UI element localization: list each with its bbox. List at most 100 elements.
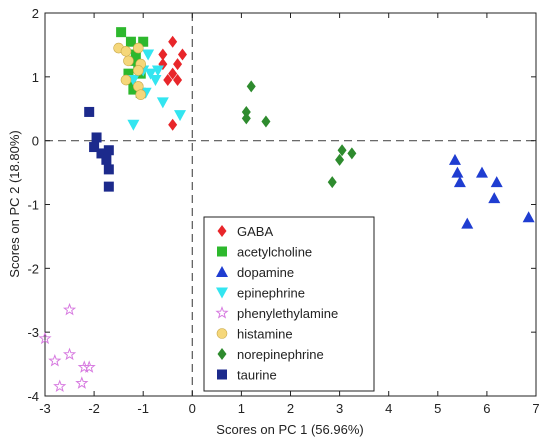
- point-dopamine: [451, 166, 464, 178]
- point-phenylethylamine: [62, 347, 77, 361]
- point-acetylcholine: [116, 27, 127, 38]
- legend-label-taurine: taurine: [237, 368, 277, 383]
- legend: GABA acetylcholine dopamine epinephrine phen…: [203, 216, 375, 392]
- x-tick-label: 3: [336, 401, 343, 416]
- point-histamine: [120, 74, 132, 86]
- point-histamine: [120, 45, 132, 57]
- point-acetylcholine: [138, 36, 149, 47]
- x-tick-label: 6: [483, 401, 490, 416]
- legend-marker-dopamine: [216, 266, 228, 277]
- legend-entry-acetylcholine: acetylcholine: [217, 245, 312, 260]
- series-phenylethylamine: [38, 302, 96, 393]
- legend-entry-norepinephrine: norepinephrine: [217, 347, 324, 362]
- point-norepinephrine: [327, 176, 337, 189]
- point-epinephrine: [151, 65, 164, 77]
- point-taurine: [103, 145, 114, 156]
- point-taurine: [103, 181, 114, 192]
- x-tick-label: 1: [238, 401, 245, 416]
- legend-label-phenylethylamine: phenylethylamine: [237, 306, 338, 321]
- x-axis-label: Scores on PC 1 (56.96%): [216, 422, 363, 437]
- legend-marker-histamine: [216, 328, 228, 339]
- point-norepinephrine: [241, 112, 251, 125]
- legend-marker-epinephrine: [216, 287, 228, 299]
- legend-entry-gaba: GABA: [217, 224, 273, 239]
- x-tick-label: 2: [287, 401, 294, 416]
- series-norepinephrine: [241, 80, 357, 189]
- point-histamine: [135, 89, 147, 101]
- point-dopamine: [453, 176, 466, 188]
- point-taurine: [96, 148, 107, 159]
- legend-marker-norepinephrine: [217, 348, 227, 360]
- point-gaba: [168, 67, 178, 80]
- legend-marker-taurine: [217, 369, 227, 380]
- point-epinephrine: [144, 68, 157, 80]
- point-norepinephrine: [246, 80, 256, 93]
- legend-label-epinephrine: epinephrine: [237, 286, 305, 301]
- y-tick-label: 2: [32, 6, 39, 21]
- point-taurine: [103, 164, 114, 175]
- reference-lines: [45, 13, 536, 396]
- point-taurine: [84, 106, 95, 117]
- point-acetylcholine: [128, 84, 139, 95]
- x-tick-label: 5: [434, 401, 441, 416]
- series-taurine: [84, 106, 114, 192]
- legend-entry-phenylethylamine: phenylethylamine: [215, 306, 338, 321]
- y-tick-label: -3: [27, 325, 39, 340]
- y-tick-label: -4: [27, 389, 39, 404]
- point-gaba: [177, 48, 187, 61]
- point-norepinephrine: [241, 105, 251, 118]
- x-tick-label: 7: [532, 401, 539, 416]
- point-gaba: [163, 74, 173, 87]
- x-tick-label: -1: [137, 401, 149, 416]
- legend-entry-taurine: taurine: [217, 368, 277, 383]
- x-tick-label: -3: [39, 401, 51, 416]
- series-histamine: [113, 42, 147, 101]
- legend-marker-phenylethylamine: [215, 306, 229, 319]
- point-norepinephrine: [261, 115, 271, 128]
- point-phenylethylamine: [48, 353, 62, 367]
- data-points: [38, 27, 535, 393]
- y-axis-label: Scores on PC 2 (18.80%): [7, 130, 22, 277]
- y-tick-label: 1: [32, 70, 39, 85]
- point-phenylethylamine: [82, 360, 96, 373]
- point-acetylcholine: [130, 49, 141, 60]
- point-dopamine: [461, 217, 474, 229]
- point-epinephrine: [149, 75, 162, 87]
- point-phenylethylamine: [53, 379, 67, 393]
- point-taurine: [89, 142, 100, 153]
- y-tick-label: -2: [27, 261, 39, 276]
- legend-label-dopamine: dopamine: [237, 265, 294, 280]
- legend-entry-histamine: histamine: [216, 327, 293, 342]
- point-gaba: [173, 74, 183, 87]
- point-epinephrine: [127, 119, 140, 131]
- point-phenylethylamine: [38, 331, 52, 345]
- legend-entry-dopamine: dopamine: [216, 265, 294, 280]
- point-norepinephrine: [337, 144, 347, 157]
- point-histamine: [132, 65, 144, 76]
- x-tick-label: 0: [189, 401, 196, 416]
- series-epinephrine: [127, 49, 187, 131]
- series-gaba: [158, 35, 187, 131]
- point-norepinephrine: [335, 153, 345, 166]
- point-epinephrine: [174, 110, 187, 122]
- point-gaba: [173, 58, 183, 71]
- x-tick-label: 4: [385, 401, 392, 416]
- legend-label-gaba: GABA: [237, 224, 273, 239]
- point-taurine: [91, 132, 102, 143]
- point-dopamine: [448, 153, 461, 165]
- point-acetylcholine: [125, 36, 136, 47]
- point-histamine: [132, 42, 144, 54]
- point-histamine: [123, 55, 134, 67]
- legend-marker-acetylcholine: [217, 246, 227, 257]
- legend-label-histamine: histamine: [237, 327, 293, 342]
- legend-label-acetylcholine: acetylcholine: [237, 245, 312, 260]
- x-tick-label: -2: [88, 401, 100, 416]
- point-gaba: [168, 118, 178, 131]
- point-gaba: [168, 35, 178, 48]
- point-norepinephrine: [347, 147, 357, 160]
- point-acetylcholine: [123, 68, 134, 79]
- series-dopamine: [448, 153, 535, 229]
